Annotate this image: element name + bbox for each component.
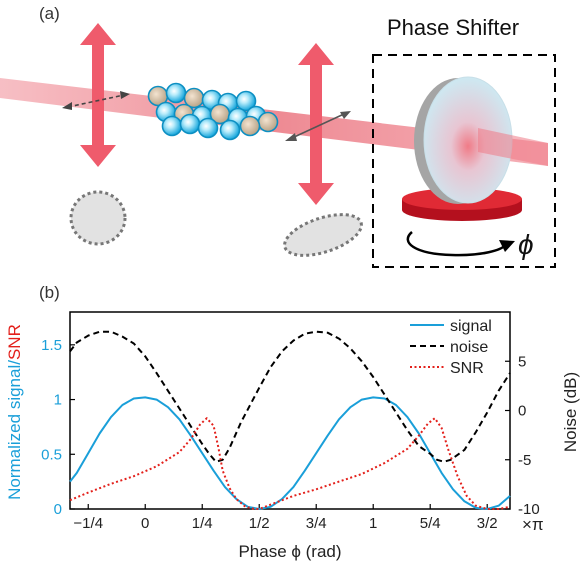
panel-b-label: (b)	[39, 283, 60, 302]
x-tick-label: 1/2	[249, 515, 270, 532]
y-right-tick-label: -10	[518, 501, 540, 518]
middle-double-arrow	[298, 43, 334, 205]
legend-label-noise: noise	[450, 339, 488, 356]
x-tick-label: 5/4	[420, 515, 441, 532]
rotation-arrowhead-icon	[499, 240, 515, 252]
solid-polarization-arrow	[291, 113, 345, 139]
series-signal-line	[69, 396, 511, 510]
x-tick-label: 0	[141, 515, 149, 532]
right-y-axis: -10 -5 0 5	[505, 353, 540, 518]
y-left-tick-label: 1.5	[41, 337, 62, 354]
phase-shifter-title: Phase Shifter	[387, 15, 519, 40]
x-unit-suffix: ×π	[522, 515, 544, 534]
left-axis-label-signal: Normalized signal/	[5, 360, 24, 500]
x-tick-label: 1/4	[192, 515, 213, 532]
atom-cloud	[147, 82, 279, 141]
x-tick-label: 3/2	[477, 515, 498, 532]
dashed-arrowhead-right-icon	[120, 91, 130, 99]
left-polarization-ellipse	[69, 190, 127, 246]
atom	[179, 113, 201, 135]
x-tick-label: −1/4	[73, 515, 103, 532]
y-right-tick-label: 5	[518, 353, 526, 370]
atom	[239, 115, 261, 137]
series-snr-line	[69, 417, 511, 510]
y-left-tick-label: 0.5	[41, 446, 62, 463]
phase-shifter-box	[372, 54, 556, 268]
middle-polarization-ellipse	[283, 213, 363, 257]
atom	[257, 111, 279, 133]
atom	[165, 82, 187, 104]
waveplate-disk	[414, 76, 513, 204]
left-y-axis: 0 0.5 1 1.5	[41, 337, 75, 518]
solid-arrowhead-left-icon	[285, 133, 297, 141]
left-double-arrow	[80, 23, 116, 167]
y-right-tick-label: 0	[518, 403, 526, 420]
phi-symbol: ϕ	[518, 229, 534, 260]
atom	[161, 115, 183, 137]
chart: −1/4 0 1/4 1/2 3/4 1 5/4 3/2 0 0.5 1 1.5 -10 -5 0 5 s…	[41, 311, 540, 532]
dashed-polarization-arrow	[67, 94, 125, 108]
atom	[197, 117, 219, 139]
x-tick-label: 1	[369, 515, 377, 532]
atom	[219, 119, 241, 141]
solid-arrowhead-right-icon	[340, 111, 351, 119]
legend-label-signal: signal	[450, 318, 492, 335]
y-right-tick-label: -5	[518, 452, 531, 469]
plot-frame	[69, 311, 511, 510]
atom	[235, 90, 257, 112]
legend-label-snr: SNR	[450, 360, 484, 377]
legend: signal noise SNR	[410, 318, 492, 377]
right-axis-label: Noise (dB)	[561, 372, 580, 452]
series-noise-line	[69, 330, 511, 463]
x-axis-label: Phase ϕ (rad)	[238, 542, 341, 561]
x-axis: −1/4 0 1/4 1/2 3/4 1 5/4 3/2	[73, 504, 498, 532]
chart-series	[69, 330, 511, 510]
dashed-arrowhead-left-icon	[62, 102, 72, 110]
left-axis-label: Normalized signal/SNR	[5, 324, 24, 500]
left-axis-label-snr: SNR	[5, 324, 24, 360]
beam-exit	[478, 128, 548, 166]
y-left-tick-label: 0	[54, 501, 62, 518]
y-left-tick-label: 1	[54, 392, 62, 409]
panel-a-label: (a)	[39, 4, 60, 23]
rotation-arrow	[406, 231, 507, 257]
x-tick-label: 3/4	[306, 515, 327, 532]
